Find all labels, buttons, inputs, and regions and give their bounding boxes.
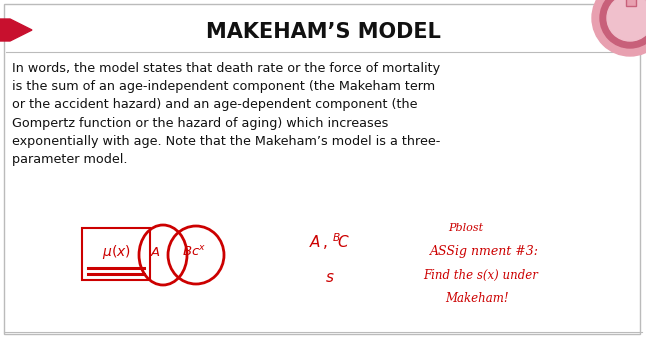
Text: Find the s(x) under: Find the s(x) under — [423, 268, 538, 282]
Text: Pblost: Pblost — [448, 223, 483, 233]
Text: MAKEHAM’S MODEL: MAKEHAM’S MODEL — [205, 22, 441, 42]
Text: $A\,,^{\,B}\!C$: $A\,,^{\,B}\!C$ — [309, 232, 351, 252]
Text: Makeham!: Makeham! — [445, 291, 508, 305]
Text: $A$: $A$ — [150, 246, 160, 260]
Circle shape — [600, 0, 646, 48]
FancyArrow shape — [0, 19, 32, 41]
Text: $Bc^x$: $Bc^x$ — [182, 245, 206, 259]
Circle shape — [607, 0, 646, 41]
Circle shape — [592, 0, 646, 56]
Bar — [626, 0, 636, 6]
Text: ASSig nment #3:: ASSig nment #3: — [430, 245, 539, 259]
Text: $\mu(x)$: $\mu(x)$ — [101, 243, 130, 261]
Bar — [82, 228, 150, 280]
Text: In words, the model states that death rate or the force of mortality
is the sum : In words, the model states that death ra… — [12, 62, 441, 166]
Text: $s$: $s$ — [325, 270, 335, 286]
